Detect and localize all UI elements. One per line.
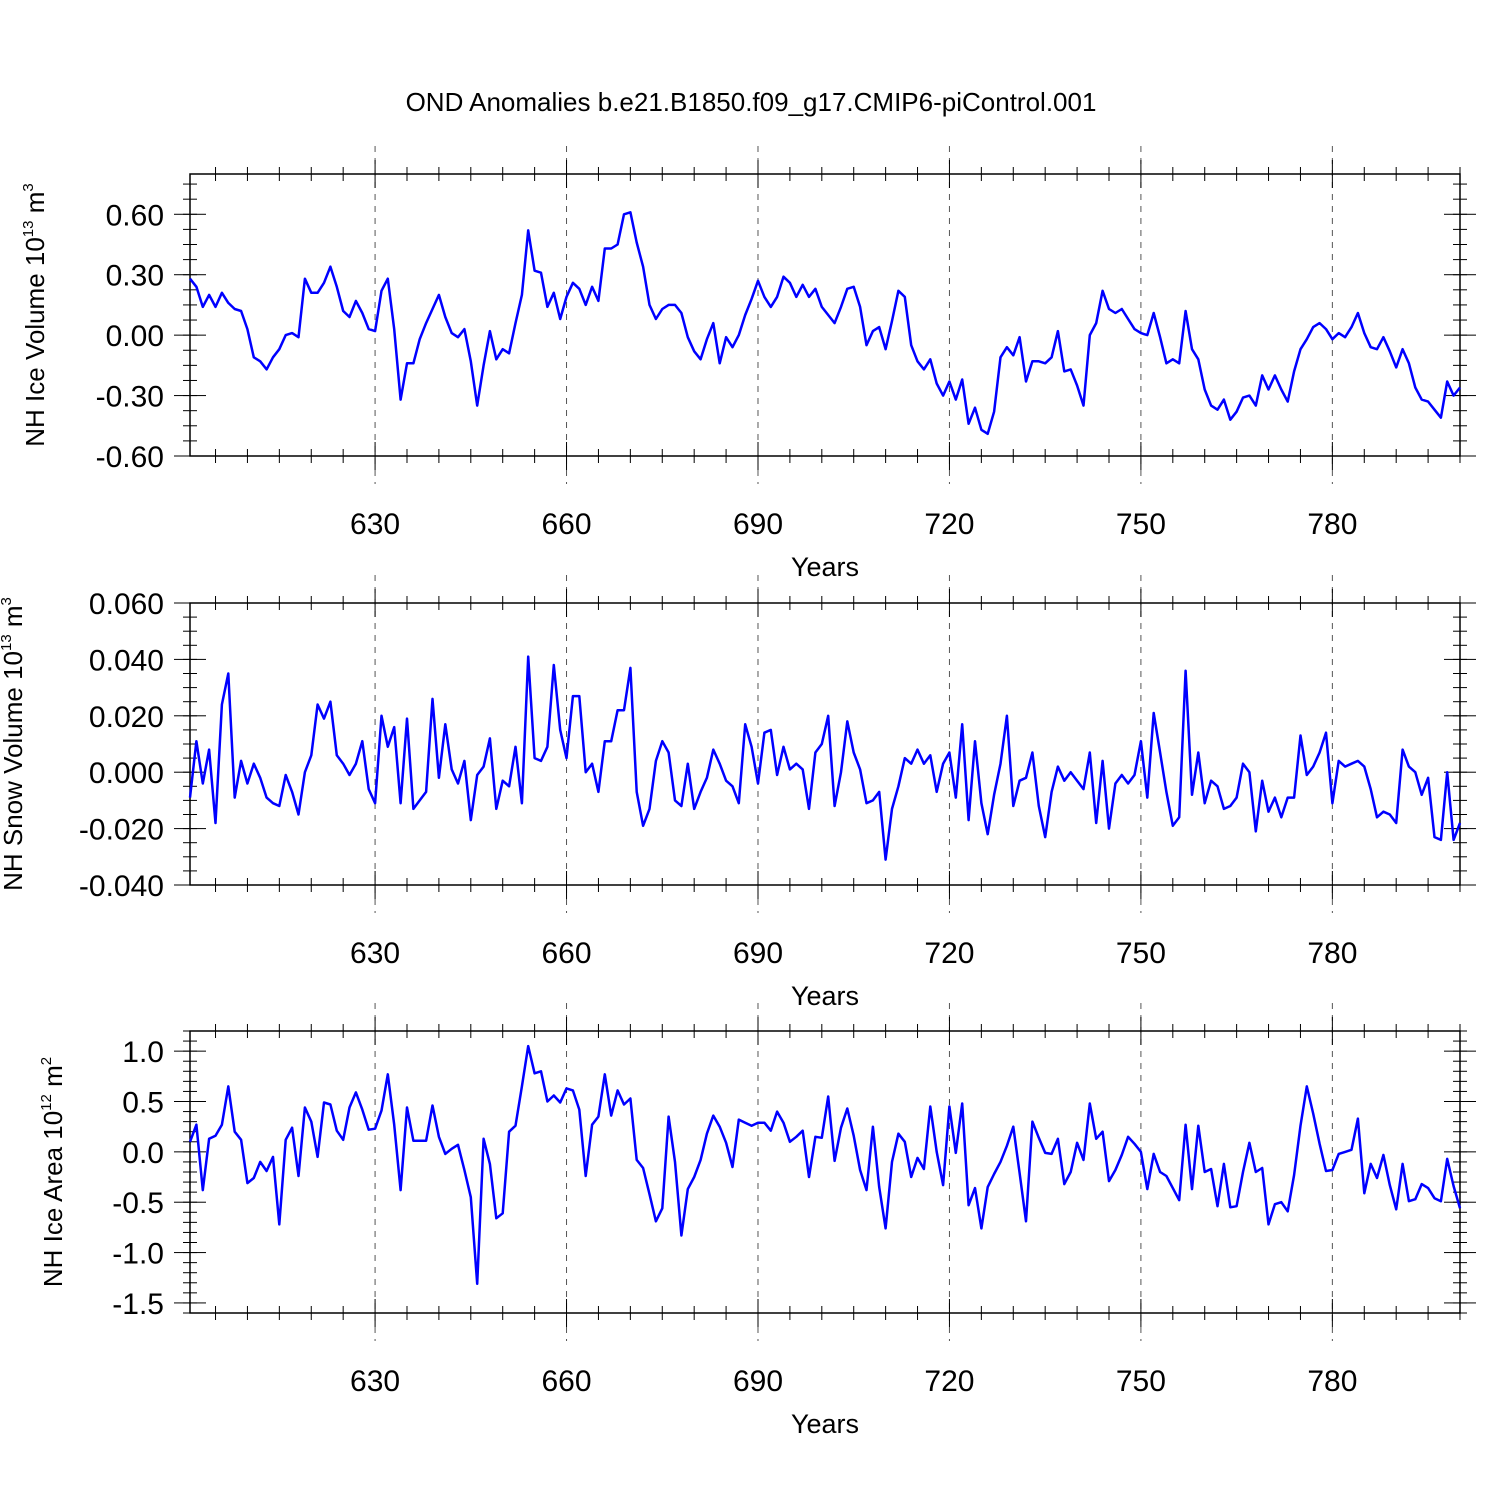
y-axis-label: NH Ice Volume 1013 m3 — [20, 183, 50, 446]
y-tick-label: 0.00 — [106, 320, 164, 353]
y-tick-label: -0.60 — [96, 441, 164, 474]
x-axis-label: Years — [791, 1409, 859, 1439]
y-axis-label: NH Snow Volume 1013 m3 — [0, 597, 28, 891]
panel-snow-volume: 630 660 690 720 750 780 Years -0.040 -0.020 0.000… — [0, 575, 1476, 1011]
series-line-ice-volume — [189, 211, 1461, 436]
y-tick-label: 0.000 — [89, 757, 164, 790]
series-line-snow-volume — [188, 655, 1462, 861]
figure-title: OND Anomalies b.e21.B1850.f09_g17.CMIP6-… — [406, 87, 1097, 117]
y-tick-label: 0.040 — [89, 644, 164, 677]
y-tick-label: -0.30 — [96, 381, 164, 414]
panel-ice-volume: 630 660 690 720 750 780 Years -0.60 -0.30 0.00 0.3… — [20, 146, 1476, 582]
x-tick-label: 720 — [924, 937, 974, 970]
x-tick-label: 720 — [924, 1365, 974, 1398]
x-tick-label: 690 — [733, 508, 783, 541]
x-tick-label: 720 — [924, 508, 974, 541]
x-tick-label: 750 — [1116, 1365, 1166, 1398]
x-tick-label: 690 — [733, 937, 783, 970]
y-tick-label: -0.020 — [79, 814, 164, 847]
y-tick-label: -1.0 — [112, 1238, 164, 1271]
plot-frame — [189, 1030, 1461, 1314]
x-tick-label: 780 — [1307, 508, 1357, 541]
x-axis-label: Years — [791, 981, 859, 1011]
panel-ice-area: 630 660 690 720 750 780 Years -1.5 -1.0 -0.5 0.0 0.… — [38, 1003, 1476, 1439]
x-tick-label: 660 — [542, 508, 592, 541]
y-tick-label: 0.5 — [122, 1087, 164, 1120]
y-tick-label: -0.5 — [112, 1187, 164, 1220]
y-tick-label: 1.0 — [122, 1036, 164, 1069]
y-tick-label: 0.60 — [106, 199, 164, 232]
x-tick-label: 660 — [542, 1365, 592, 1398]
x-tick-label: 750 — [1116, 508, 1166, 541]
x-tick-label: 690 — [733, 1365, 783, 1398]
y-tick-label: 0.30 — [106, 260, 164, 293]
y-tick-label: -0.040 — [79, 870, 164, 903]
x-tick-label: 780 — [1307, 937, 1357, 970]
x-axis-label: Years — [791, 552, 859, 582]
y-axis-label: NH Ice Area 1012 m2 — [38, 1057, 68, 1287]
x-tick-label: 660 — [542, 937, 592, 970]
x-tick-label: 630 — [350, 937, 400, 970]
x-tick-label: 750 — [1116, 937, 1166, 970]
x-tick-label: 630 — [350, 1365, 400, 1398]
y-tick-label: 0.020 — [89, 701, 164, 734]
y-tick-label: 0.060 — [89, 588, 164, 621]
y-tick-label: -1.5 — [112, 1288, 164, 1321]
x-tick-label: 780 — [1307, 1365, 1357, 1398]
x-tick-label: 630 — [350, 508, 400, 541]
y-tick-label: 0.0 — [122, 1137, 164, 1170]
series-line-ice-area — [188, 1044, 1462, 1286]
plot-frame — [189, 173, 1461, 457]
